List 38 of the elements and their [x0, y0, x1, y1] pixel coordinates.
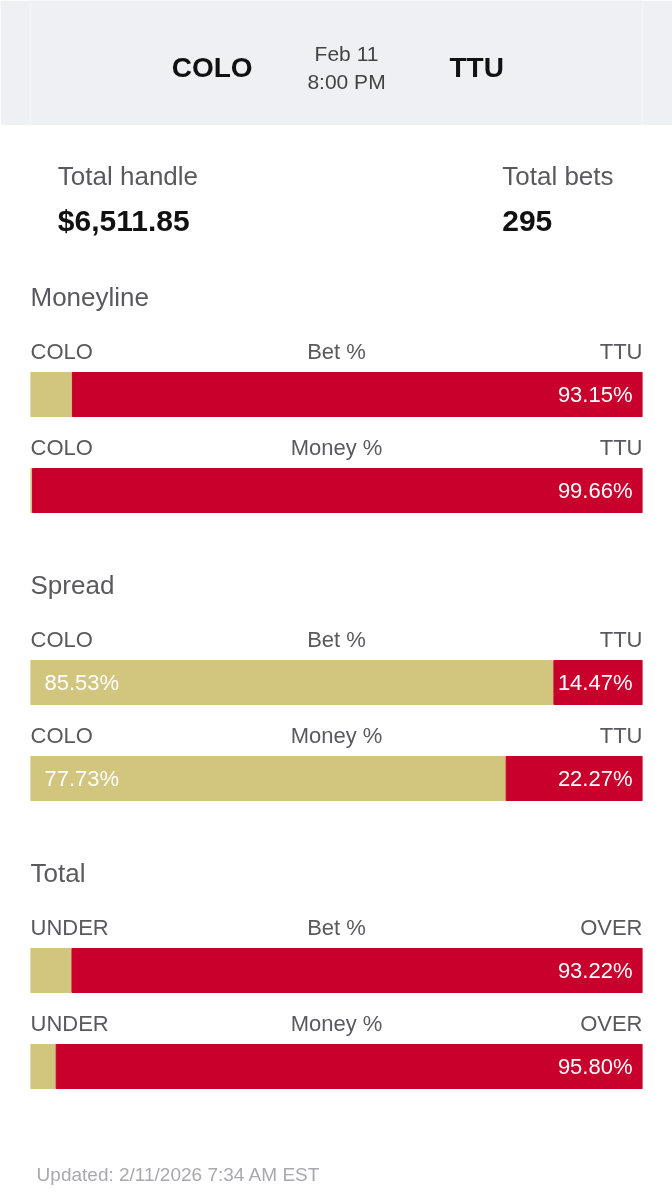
- category-label: Money %: [290, 1011, 383, 1036]
- category-label: Bet %: [307, 915, 366, 940]
- text: UNDER: [30, 1011, 109, 1036]
- series-label: COLO: [30, 339, 93, 364]
- series-label: TTU: [599, 627, 643, 652]
- series-label: COLO: [30, 627, 93, 652]
- data-label: 93.15%: [557, 382, 633, 407]
- data-label: 14.47%: [557, 670, 633, 695]
- category-label: Money %: [290, 723, 383, 748]
- text: Feb 11: [314, 42, 379, 65]
- text: COLO: [30, 723, 93, 748]
- chart-title: Spread: [30, 569, 115, 600]
- text: TTU: [449, 52, 504, 83]
- chart-title: Moneyline: [30, 281, 150, 312]
- category-label: Bet %: [307, 339, 366, 364]
- text: $6,511.85: [57, 204, 190, 237]
- text: Total bets: [502, 160, 614, 191]
- series-label: UNDER: [30, 915, 109, 940]
- category-label: Bet %: [307, 627, 366, 652]
- text: 8:00 PM: [307, 70, 386, 93]
- text: TTU: [599, 723, 643, 748]
- text: Total handle: [57, 160, 199, 191]
- series-label: TTU: [599, 339, 643, 364]
- data-label: 77.73%: [44, 766, 120, 791]
- text: TTU: [599, 435, 643, 460]
- text: Updated: 2/11/2026 7:34 AM EST: [36, 1164, 320, 1185]
- data-label: 22.27%: [557, 766, 633, 791]
- text: COLO: [171, 52, 253, 83]
- series-label: OVER: [580, 915, 643, 940]
- data-label: 99.66%: [557, 478, 633, 503]
- data-label: 93.22%: [557, 958, 633, 983]
- chart-title: Total: [30, 857, 86, 888]
- text: OVER: [580, 1011, 643, 1036]
- category-label: Money %: [290, 435, 383, 460]
- data-label: 95.80%: [557, 1054, 633, 1079]
- data-label: 85.53%: [44, 670, 120, 695]
- text: 295: [502, 203, 553, 237]
- text: COLO: [30, 435, 93, 460]
